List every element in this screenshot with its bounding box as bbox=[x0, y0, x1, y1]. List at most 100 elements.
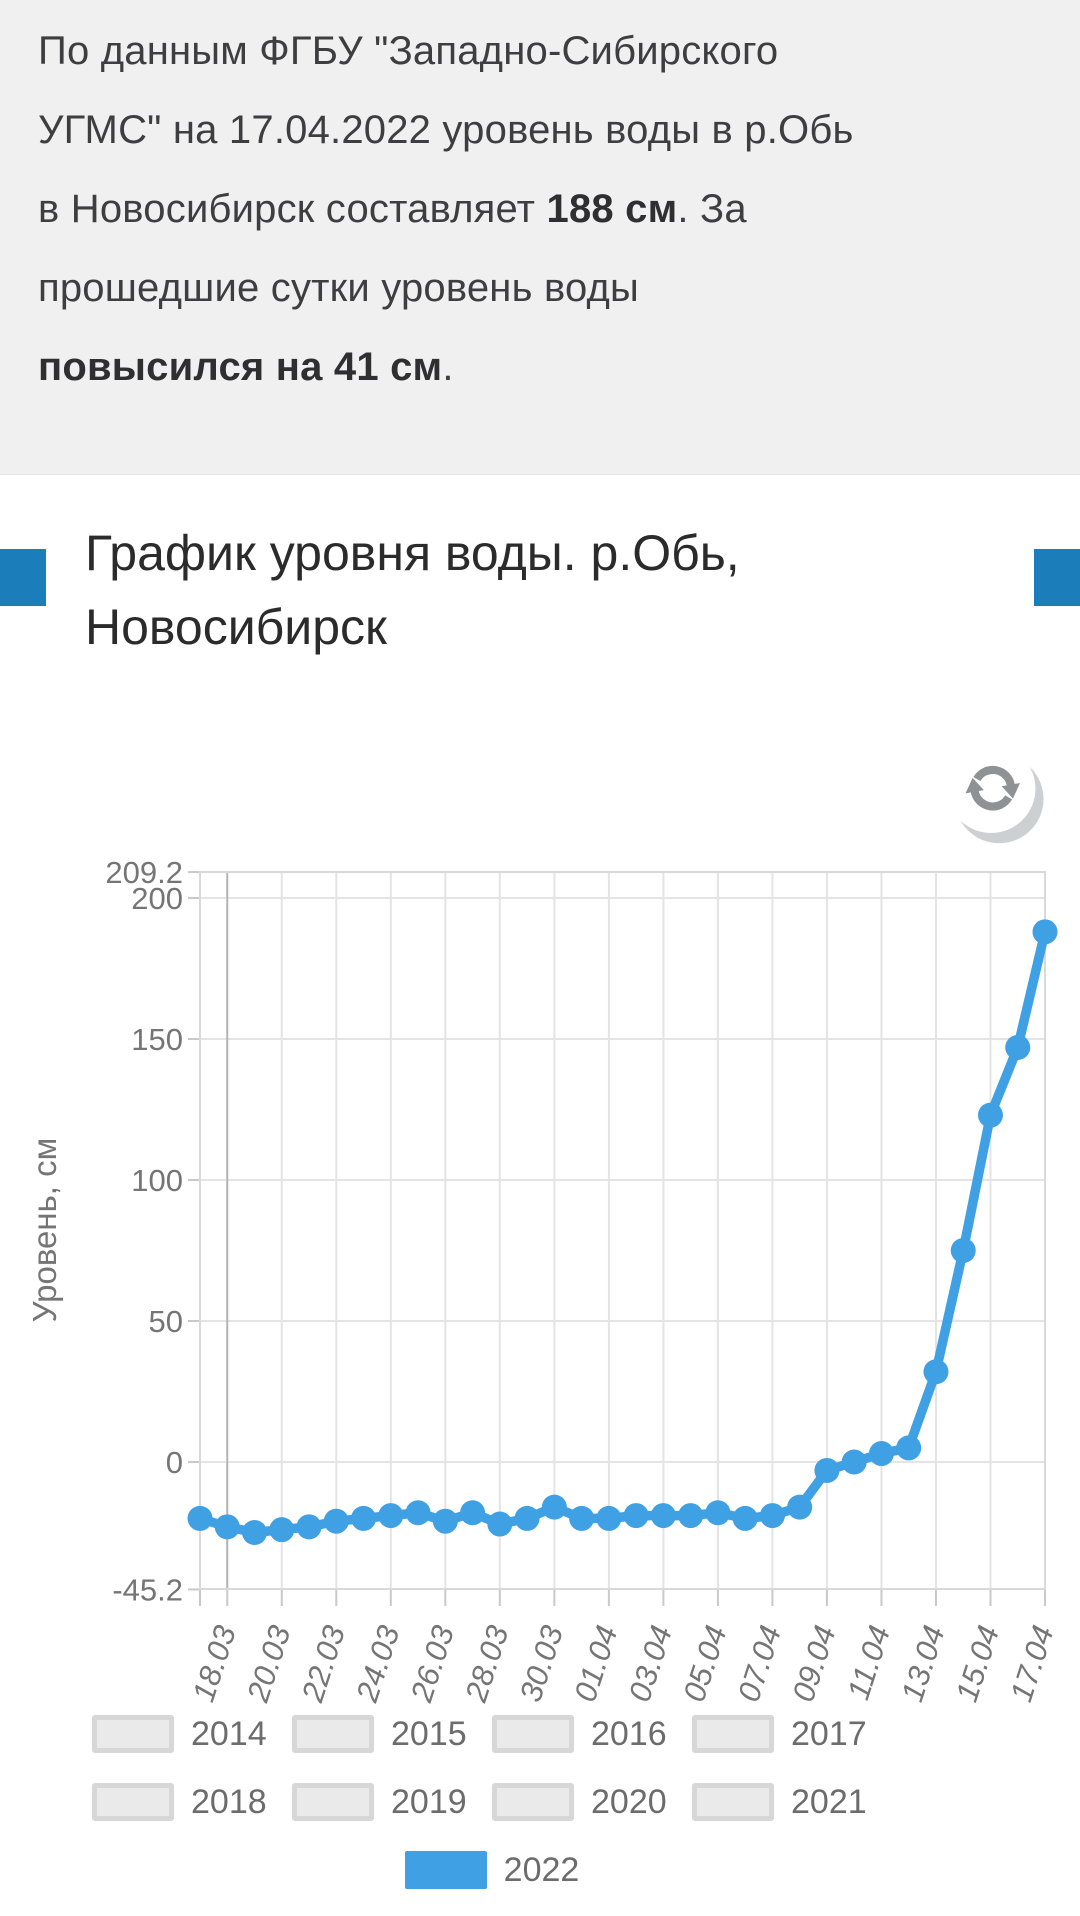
year-swatch-2017[interactable] bbox=[692, 1715, 774, 1753]
legend-item-2020[interactable]: 2020 bbox=[492, 1780, 692, 1824]
legend-row: 2022 bbox=[92, 1848, 892, 1892]
year-label: 2015 bbox=[391, 1714, 467, 1753]
year-label: 2021 bbox=[791, 1782, 867, 1821]
x-tick-label: 09.04 bbox=[785, 1621, 842, 1706]
data-point[interactable] bbox=[187, 1505, 213, 1531]
y-tick-label: 209.2 bbox=[105, 855, 183, 890]
data-point[interactable] bbox=[378, 1503, 404, 1529]
data-point[interactable] bbox=[269, 1517, 295, 1543]
data-point[interactable] bbox=[841, 1449, 867, 1475]
water-level-chart[interactable]: Уровень, см 209.2200150100500-45.218.032… bbox=[0, 700, 1080, 1712]
data-point[interactable] bbox=[814, 1457, 840, 1483]
y-tick-label: 150 bbox=[131, 1022, 183, 1057]
data-point[interactable] bbox=[977, 1102, 1003, 1128]
x-tick-label: 03.04 bbox=[622, 1621, 679, 1706]
notice-highlight: повысился на 41 см bbox=[38, 345, 443, 389]
legend-item-2014[interactable]: 2014 bbox=[92, 1712, 292, 1756]
legend-item-2016[interactable]: 2016 bbox=[492, 1712, 692, 1756]
year-label: 2017 bbox=[791, 1714, 867, 1753]
data-point[interactable] bbox=[514, 1505, 540, 1531]
legend-item-2021[interactable]: 2021 bbox=[692, 1780, 892, 1824]
data-point[interactable] bbox=[214, 1514, 240, 1540]
data-point[interactable] bbox=[868, 1441, 894, 1467]
year-label: 2014 bbox=[191, 1714, 267, 1753]
data-point[interactable] bbox=[296, 1514, 322, 1540]
data-point[interactable] bbox=[650, 1503, 676, 1529]
x-tick-label: 01.04 bbox=[567, 1621, 624, 1706]
y-tick-label: 100 bbox=[131, 1163, 183, 1198]
x-tick-label: 26.03 bbox=[403, 1621, 461, 1707]
year-label: 2018 bbox=[191, 1782, 267, 1821]
water-level-summary: По данным ФГБУ "Западно-Сибирского УГМС"… bbox=[38, 12, 863, 407]
legend-item-2019[interactable]: 2019 bbox=[292, 1780, 492, 1824]
year-label: 2022 bbox=[503, 1850, 580, 1889]
data-point[interactable] bbox=[950, 1238, 976, 1263]
year-swatch-2016[interactable] bbox=[492, 1715, 574, 1753]
data-point[interactable] bbox=[923, 1359, 949, 1385]
data-point[interactable] bbox=[896, 1435, 922, 1461]
data-point[interactable] bbox=[787, 1494, 813, 1520]
y-tick-label: 50 bbox=[149, 1304, 183, 1339]
notice-highlight: 188 см bbox=[546, 187, 678, 231]
chart-legend: 2014 2015 2016 2017 2018 2019 2020 2021 2022 bbox=[92, 1712, 892, 1916]
y-axis-title: Уровень, см bbox=[26, 1138, 63, 1323]
data-point[interactable] bbox=[432, 1508, 458, 1534]
data-point[interactable] bbox=[759, 1503, 785, 1529]
refresh-arrows bbox=[965, 765, 1020, 811]
year-swatch-2019[interactable] bbox=[292, 1783, 374, 1821]
notice-text-segment: . bbox=[442, 345, 454, 389]
data-point[interactable] bbox=[678, 1503, 704, 1529]
data-point[interactable] bbox=[242, 1520, 268, 1545]
x-grid bbox=[199, 872, 1046, 1606]
title-marker-right bbox=[1034, 549, 1080, 606]
x-tick-label: 20.03 bbox=[240, 1621, 298, 1707]
refresh-button[interactable] bbox=[942, 744, 1050, 853]
data-point[interactable] bbox=[569, 1505, 595, 1531]
x-tick-label: 22.03 bbox=[294, 1621, 352, 1707]
x-tick-label: 07.04 bbox=[731, 1621, 788, 1706]
year-label: 2020 bbox=[591, 1782, 667, 1821]
year-swatch-2022[interactable] bbox=[404, 1851, 487, 1889]
y-grid bbox=[188, 871, 1045, 1591]
y-tick-label: 0 bbox=[166, 1445, 183, 1480]
refresh-icon bbox=[946, 744, 1044, 844]
legend-item-2017[interactable]: 2017 bbox=[692, 1712, 892, 1756]
water-level-notice: По данным ФГБУ "Западно-Сибирского УГМС"… bbox=[0, 0, 1080, 475]
x-tick-label: 24.03 bbox=[349, 1621, 407, 1707]
x-tick-label: 28.03 bbox=[458, 1621, 516, 1707]
x-tick-label: 05.04 bbox=[676, 1621, 733, 1706]
x-tick-label: 17.04 bbox=[1003, 1621, 1060, 1706]
data-point[interactable] bbox=[1032, 919, 1058, 945]
data-point[interactable] bbox=[351, 1505, 377, 1531]
data-point[interactable] bbox=[323, 1508, 349, 1534]
x-tick-label: 11.04 bbox=[841, 1621, 898, 1703]
legend-item-2015[interactable]: 2015 bbox=[292, 1712, 492, 1756]
legend-row: 2014 2015 2016 2017 bbox=[92, 1712, 892, 1756]
series-markers-2022 bbox=[187, 919, 1058, 1545]
year-label: 2019 bbox=[391, 1782, 467, 1821]
data-point[interactable] bbox=[705, 1500, 731, 1526]
x-tick-label: 13.04 bbox=[894, 1621, 951, 1706]
data-point[interactable] bbox=[460, 1500, 486, 1526]
year-label: 2016 bbox=[591, 1714, 667, 1753]
notice-text-segment: . За прошедшие сутки уровень воды bbox=[38, 187, 747, 310]
x-tick-labels: 18.0320.0322.0324.0326.0328.0330.0301.04… bbox=[186, 1621, 1061, 1707]
data-point[interactable] bbox=[732, 1505, 758, 1531]
data-point[interactable] bbox=[487, 1511, 513, 1537]
notice-text-segment: По данным ФГБУ "Западно-Сибирского УГМС"… bbox=[38, 29, 854, 231]
year-swatch-2015[interactable] bbox=[292, 1715, 374, 1753]
legend-item-2022[interactable]: 2022 bbox=[404, 1848, 580, 1892]
data-point[interactable] bbox=[1005, 1034, 1031, 1060]
data-point[interactable] bbox=[623, 1503, 649, 1529]
y-tick-label: 200 bbox=[131, 881, 183, 916]
year-swatch-2021[interactable] bbox=[692, 1783, 774, 1821]
legend-item-2018[interactable]: 2018 bbox=[92, 1780, 292, 1824]
data-point[interactable] bbox=[596, 1505, 622, 1531]
x-tick-label: 30.03 bbox=[513, 1621, 570, 1706]
year-swatch-2020[interactable] bbox=[492, 1783, 574, 1821]
data-point[interactable] bbox=[541, 1494, 567, 1520]
data-point[interactable] bbox=[405, 1500, 431, 1526]
year-swatch-2014[interactable] bbox=[92, 1715, 174, 1753]
year-swatch-2018[interactable] bbox=[92, 1783, 174, 1821]
